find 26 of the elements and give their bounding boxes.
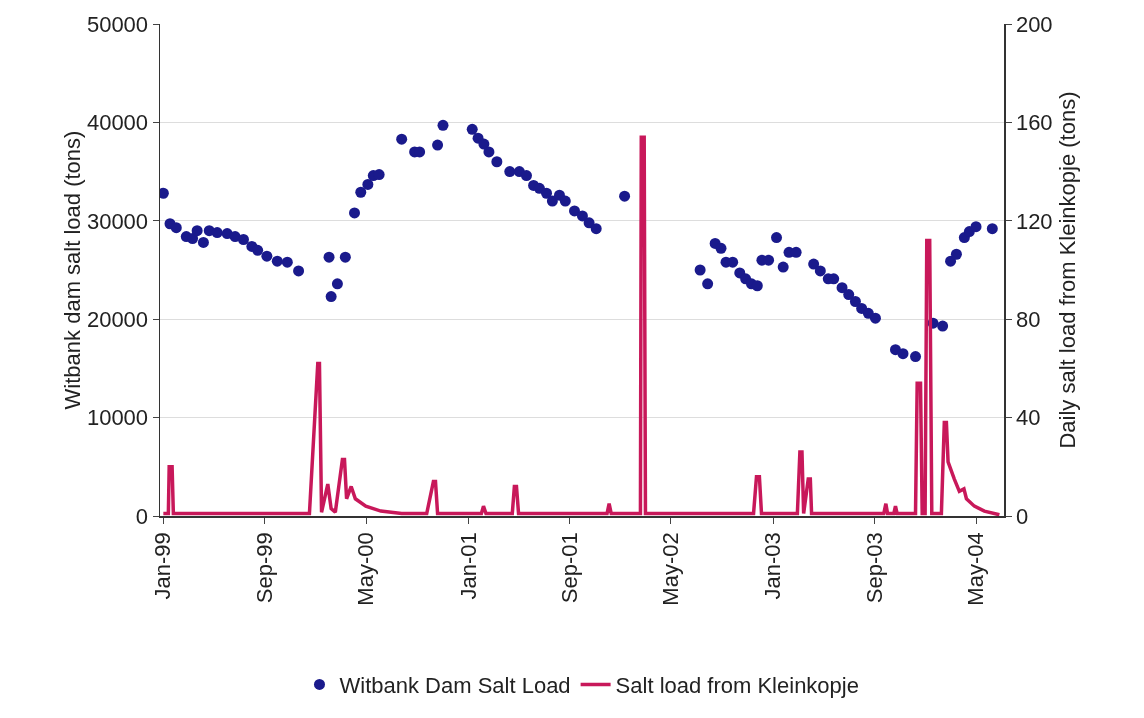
y-tick-label: 10000 xyxy=(86,405,149,431)
y-tick-label: 50000 xyxy=(86,11,149,37)
y-tick-label: 30000 xyxy=(86,208,149,234)
y2-axis-title: Daily salt load from Kleinkopje (tons) xyxy=(1054,91,1080,449)
x-tick-label: May-04 xyxy=(963,532,989,606)
legend-label: Salt load from Kleinkopje xyxy=(615,672,859,698)
y2-tick-label: 120 xyxy=(1015,208,1053,234)
y2-tick-label: 0 xyxy=(1015,503,1029,529)
x-tick-label: Jan-99 xyxy=(150,532,176,600)
legend-label: Witbank Dam Salt Load xyxy=(339,672,571,698)
y-tick-label: 0 xyxy=(135,503,149,529)
x-tick-label: Jan-03 xyxy=(760,532,786,600)
x-tick-label: Sep-03 xyxy=(861,532,887,604)
y2-tick-label: 160 xyxy=(1015,110,1053,136)
y-tick-label: 20000 xyxy=(86,306,149,332)
y2-tick-label: 40 xyxy=(1015,405,1041,431)
x-tick-label: May-00 xyxy=(353,532,379,606)
y2-tick-label: 80 xyxy=(1015,306,1041,332)
x-tick-label: Jan-01 xyxy=(455,532,481,600)
x-tick-label: Sep-01 xyxy=(557,532,583,604)
line-series xyxy=(161,135,1002,516)
y-tick-label: 40000 xyxy=(86,110,149,136)
x-tick-label: May-02 xyxy=(658,532,684,606)
y-axis-title: Witbank dam salt load (tons) xyxy=(59,130,85,410)
y2-tick-label: 200 xyxy=(1015,11,1053,37)
x-tick-label: Sep-99 xyxy=(251,532,277,604)
